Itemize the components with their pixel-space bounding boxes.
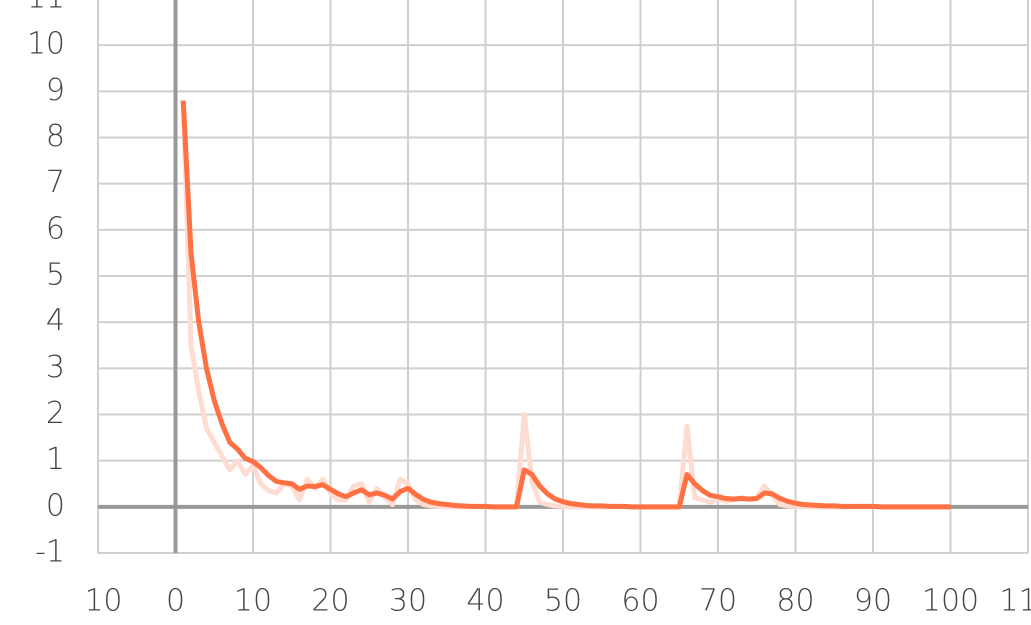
tick-labels: -1 0 1 2 3 4 5 6 7 8 9 10 11 [27,0,65,570]
y-tick-label: 11 [27,0,65,16]
grid [97,0,1029,554]
x-tick-labels: -10 0 10 20 30 40 50 60 70 80 90 100 110 [74,584,1031,619]
x-tick-label: 30 [389,584,427,619]
y-tick-label: 4 [46,304,65,339]
y-tick-label: 1 [46,442,65,477]
y-tick-label: -1 [35,535,65,570]
y-tick-label: 6 [46,211,65,246]
y-tick-label: 7 [46,165,65,200]
x-tick-label: 100 [922,584,979,619]
x-tick-label: 110 [999,584,1031,619]
lines [180,100,951,510]
y-tick-label: 2 [46,396,65,431]
x-tick-label: 10 [234,584,272,619]
x-tick-label: 80 [776,584,814,619]
series-line [180,100,951,510]
y-tick-label: 0 [46,488,65,523]
x-tick-label: 60 [621,584,659,619]
x-tick-label: 0 [166,584,185,619]
series-line [180,100,951,510]
y-tick-label: 3 [46,350,65,385]
x-tick-label: 70 [699,584,737,619]
x-tick-label: 20 [311,584,349,619]
y-tick-label: 10 [27,27,65,62]
x-tick-label: -10 [74,584,123,619]
y-tick-label: 9 [46,73,65,108]
x-tick-label: 40 [466,584,504,619]
y-tick-label: 5 [46,258,65,293]
y-tick-label: 8 [46,119,65,154]
x-tick-label: 50 [544,584,582,619]
x-tick-label: 90 [854,584,892,619]
